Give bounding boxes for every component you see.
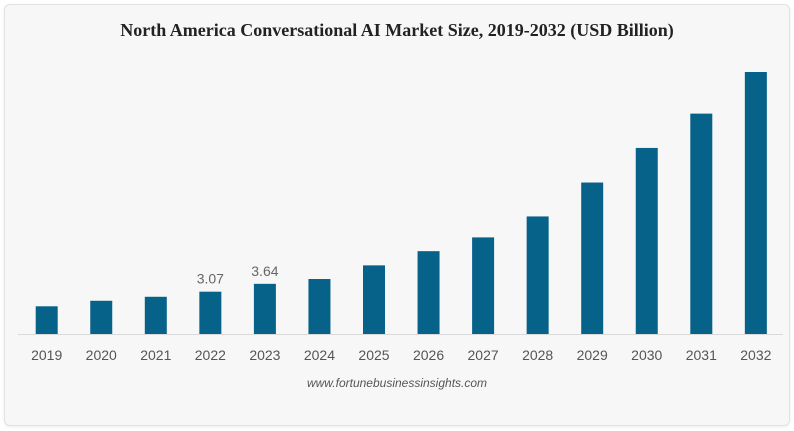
bar-2024 xyxy=(308,279,331,334)
bar-2031 xyxy=(690,113,713,334)
x-tick-label: 2026 xyxy=(413,347,444,363)
bar-2019 xyxy=(35,306,58,334)
x-tick-label: 2025 xyxy=(358,347,389,363)
x-tick-label: 2030 xyxy=(631,347,662,363)
data-label-2023: 3.64 xyxy=(251,263,278,279)
bar-2028 xyxy=(526,216,549,334)
bar-2022 xyxy=(199,291,222,334)
x-tick-label: 2023 xyxy=(249,347,280,363)
bar-2030 xyxy=(635,147,658,334)
source-label: www.fortunebusinessinsights.com xyxy=(306,376,488,390)
x-tick-label: 2028 xyxy=(522,347,553,363)
chart-card xyxy=(4,4,790,426)
x-tick-label: 2031 xyxy=(686,347,717,363)
bar-2021 xyxy=(144,296,167,334)
x-tick-label: 2029 xyxy=(577,347,608,363)
x-tick-label: 2024 xyxy=(304,347,335,363)
bar-2020 xyxy=(90,300,113,334)
bar-2026 xyxy=(417,251,440,334)
bar-2029 xyxy=(581,182,604,334)
x-tick-label: 2032 xyxy=(740,347,771,363)
data-label-2022: 3.07 xyxy=(197,271,224,287)
chart-title: North America Conversational AI Market S… xyxy=(120,20,674,40)
bar-2025 xyxy=(363,265,385,334)
x-tick-label: 2022 xyxy=(195,347,226,363)
x-tick-label: 2021 xyxy=(140,347,171,363)
bar-2032 xyxy=(744,72,767,334)
x-tick-label: 2019 xyxy=(31,347,62,363)
bar-2027 xyxy=(472,237,495,334)
x-tick-label: 2020 xyxy=(86,347,117,363)
bar-2023 xyxy=(253,283,276,334)
x-tick-label: 2027 xyxy=(468,347,499,363)
